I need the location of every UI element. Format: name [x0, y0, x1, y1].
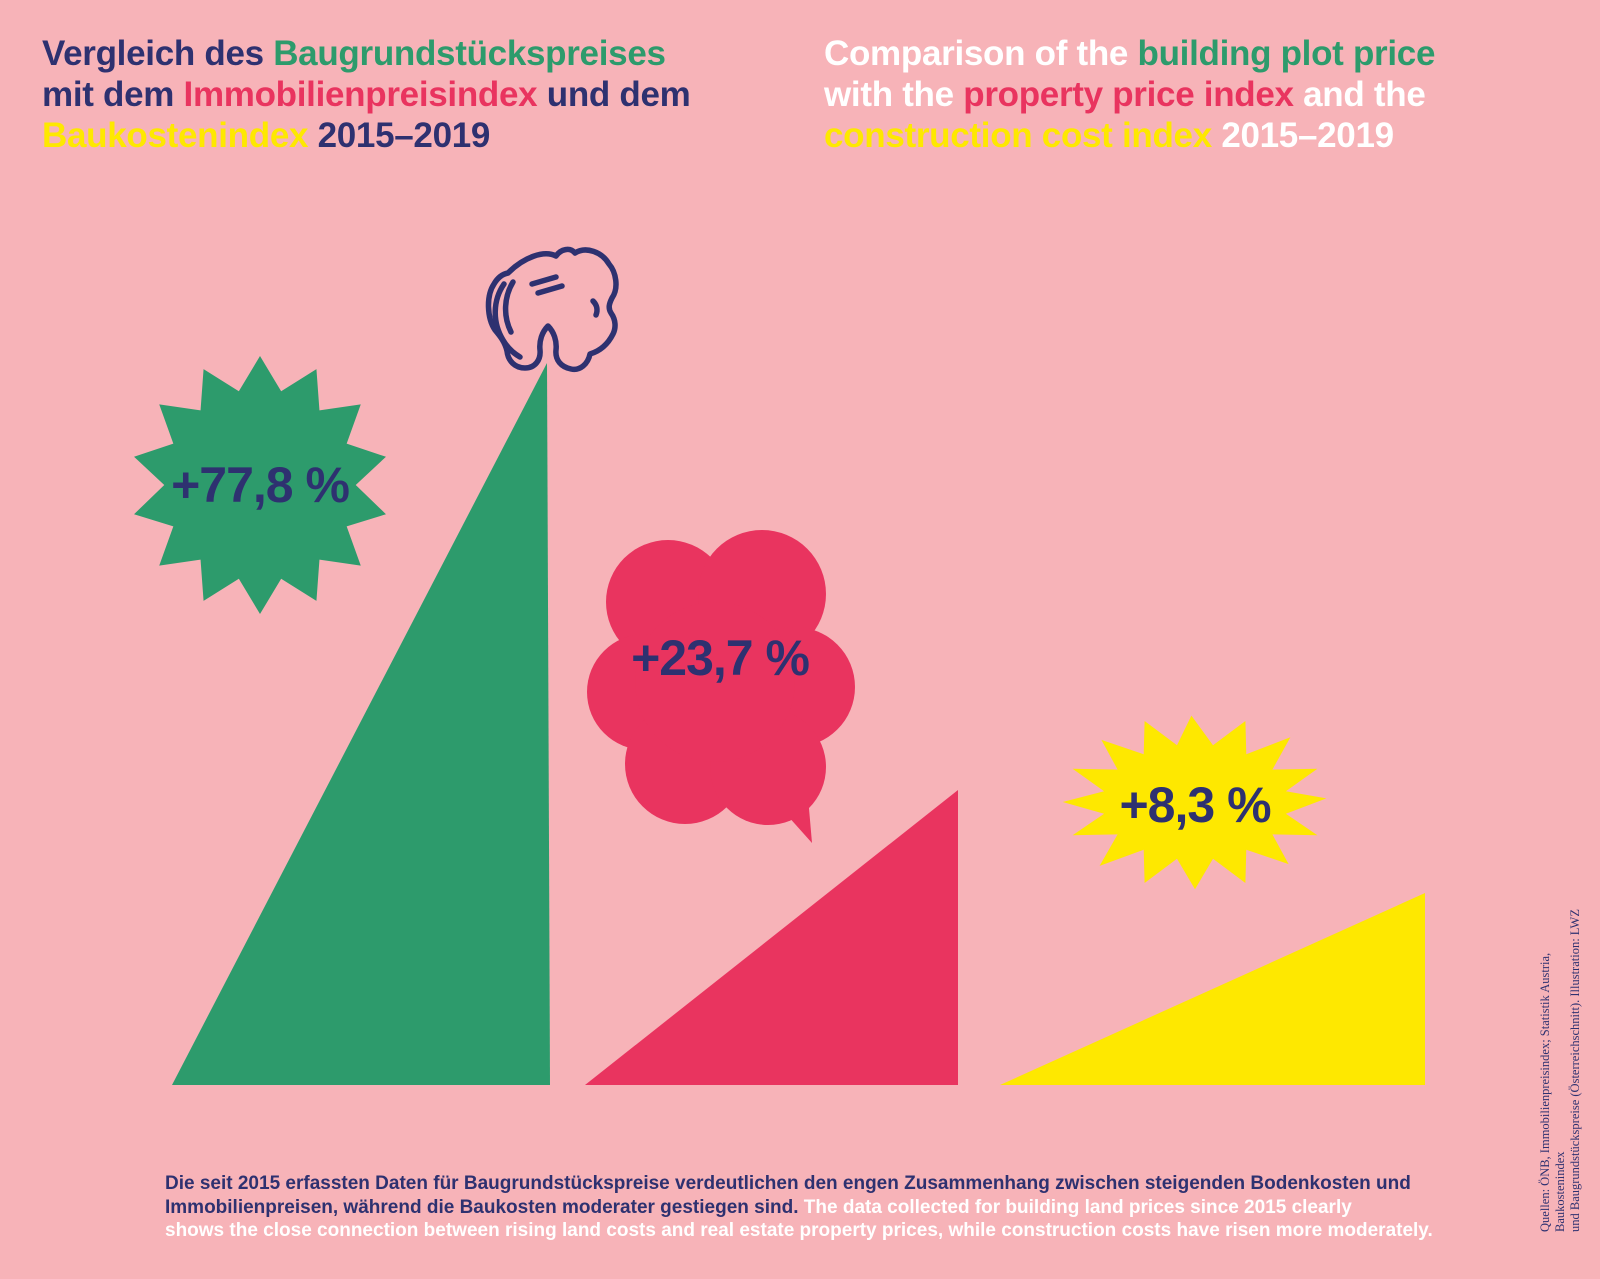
- footer-english-text: The data collected for building land pri…: [798, 1196, 1352, 1218]
- cloud-shape-pink: [587, 530, 855, 843]
- title-de-text: und dem: [537, 75, 691, 114]
- title-de-years: 2015–2019: [308, 116, 491, 155]
- starburst-shape-green: [134, 356, 386, 614]
- title-en-text: Comparison of the: [824, 34, 1138, 73]
- title-de-line-1: Vergleich des Baugrundstückspreises: [42, 33, 690, 74]
- starburst-badge-yellow: [1062, 715, 1327, 890]
- title-en-line-3: construction cost index 2015–2019: [824, 115, 1435, 156]
- title-en-highlight-pink: property price index: [963, 75, 1294, 114]
- title-en-highlight-green: building plot price: [1137, 34, 1436, 73]
- hand-knuckle-line-1: [529, 274, 559, 287]
- title-de-line-3: Baukostenindex 2015–2019: [42, 115, 690, 156]
- pinching-hand-icon: [485, 246, 619, 373]
- footer-caption: Die seit 2015 erfassten Daten für Baugru…: [165, 1172, 1455, 1243]
- title-en-line-1: Comparison of the building plot price: [824, 33, 1435, 74]
- title-de-highlight-pink: Immobilienpreisindex: [183, 75, 538, 114]
- badge-value-property-index: +23,7 %: [631, 630, 810, 686]
- triangle-construction-cost-index: [1000, 893, 1425, 1085]
- hand-palm-contour-1: [492, 281, 523, 360]
- footer-line-2: Immobilienpreisen, während die Baukosten…: [165, 1196, 1455, 1220]
- hand-knuckle-line-2: [535, 283, 565, 296]
- title-de-highlight-yellow: Baukostenindex: [42, 116, 309, 155]
- title-de-highlight-green: Baugrundstückspreises: [273, 34, 666, 73]
- footer-line-1: Die seit 2015 erfassten Daten für Baugru…: [165, 1172, 1455, 1196]
- footer-line-3: shows the close connection between risin…: [165, 1219, 1455, 1243]
- badge-value-building-plot: +77,8 %: [171, 457, 350, 513]
- cloud-badge-pink: [587, 530, 855, 843]
- badge-value-construction-index: +8,3 %: [1119, 777, 1271, 833]
- footer-german-text: Immobilienpreisen, während die Baukosten…: [165, 1196, 799, 1218]
- starburst-badge-green: [134, 356, 386, 614]
- title-en-text: with the: [824, 75, 964, 114]
- source-line-2: und Baugrundstückspreise (Österreichschn…: [1568, 909, 1582, 1232]
- title-de-text: Vergleich des: [42, 34, 274, 73]
- source-line-1: Quellen: ÖNB, Immobilienpreisindex; Stat…: [1538, 952, 1567, 1232]
- triangle-property-price-index: [585, 790, 958, 1085]
- title-en-line-2: with the property price index and the: [824, 74, 1435, 115]
- triangle-building-plot-price: [172, 363, 550, 1085]
- footer-english-text: shows the close connection between risin…: [165, 1220, 1433, 1241]
- footer-german-text: Die seit 2015 erfassten Daten für Baugru…: [165, 1173, 1411, 1194]
- title-de-line-2: mit dem Immobilienpreisindex und dem: [42, 74, 691, 115]
- title-german: Vergleich des Baugrundstückspreises mit …: [42, 33, 691, 156]
- title-en-years: 2015–2019: [1211, 116, 1394, 155]
- source-credit: Quellen: ÖNB, Immobilienpreisindex; Stat…: [1538, 887, 1583, 1232]
- title-en-text: and the: [1293, 75, 1426, 114]
- hand-thumb-crease: [590, 298, 600, 318]
- title-english: Comparison of the building plot price wi…: [824, 33, 1435, 156]
- title-en-highlight-yellow: construction cost index: [824, 116, 1212, 155]
- starburst-shape-yellow: [1062, 715, 1327, 890]
- hand-palm-contour-2: [502, 279, 516, 335]
- title-de-text: mit dem: [42, 75, 184, 114]
